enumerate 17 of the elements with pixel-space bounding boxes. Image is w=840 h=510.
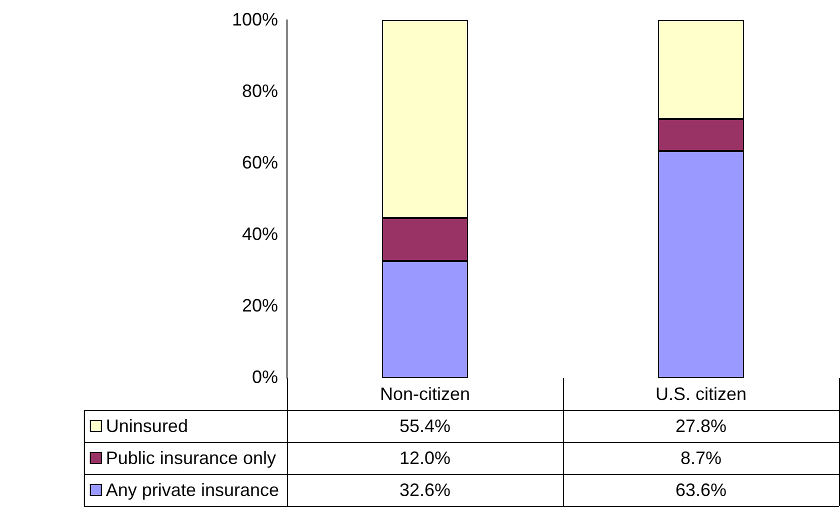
y-tick-label: 60% — [242, 152, 278, 172]
y-tick-label: 80% — [242, 80, 278, 101]
legend-label: Uninsured — [106, 416, 188, 436]
data-label: 32.6% — [399, 480, 451, 500]
legend-label: Public insurance only — [106, 448, 276, 468]
data-label: 27.8% — [675, 416, 727, 436]
data-label: 8.7% — [680, 448, 722, 468]
y-tick-label: 20% — [242, 295, 278, 316]
data-label: 55.4% — [399, 416, 451, 436]
y-tick-label: 0% — [252, 366, 278, 387]
legend-label: Any private insurance — [106, 480, 279, 500]
y-tick-label: 40% — [242, 224, 278, 244]
x-tick-label: U.S. citizen — [655, 384, 747, 404]
data-label: 12.0% — [399, 448, 451, 468]
data-label: 63.6% — [675, 480, 727, 500]
y-tick-label: 100% — [232, 9, 278, 30]
x-tick-label: Non-citizen — [380, 384, 470, 404]
